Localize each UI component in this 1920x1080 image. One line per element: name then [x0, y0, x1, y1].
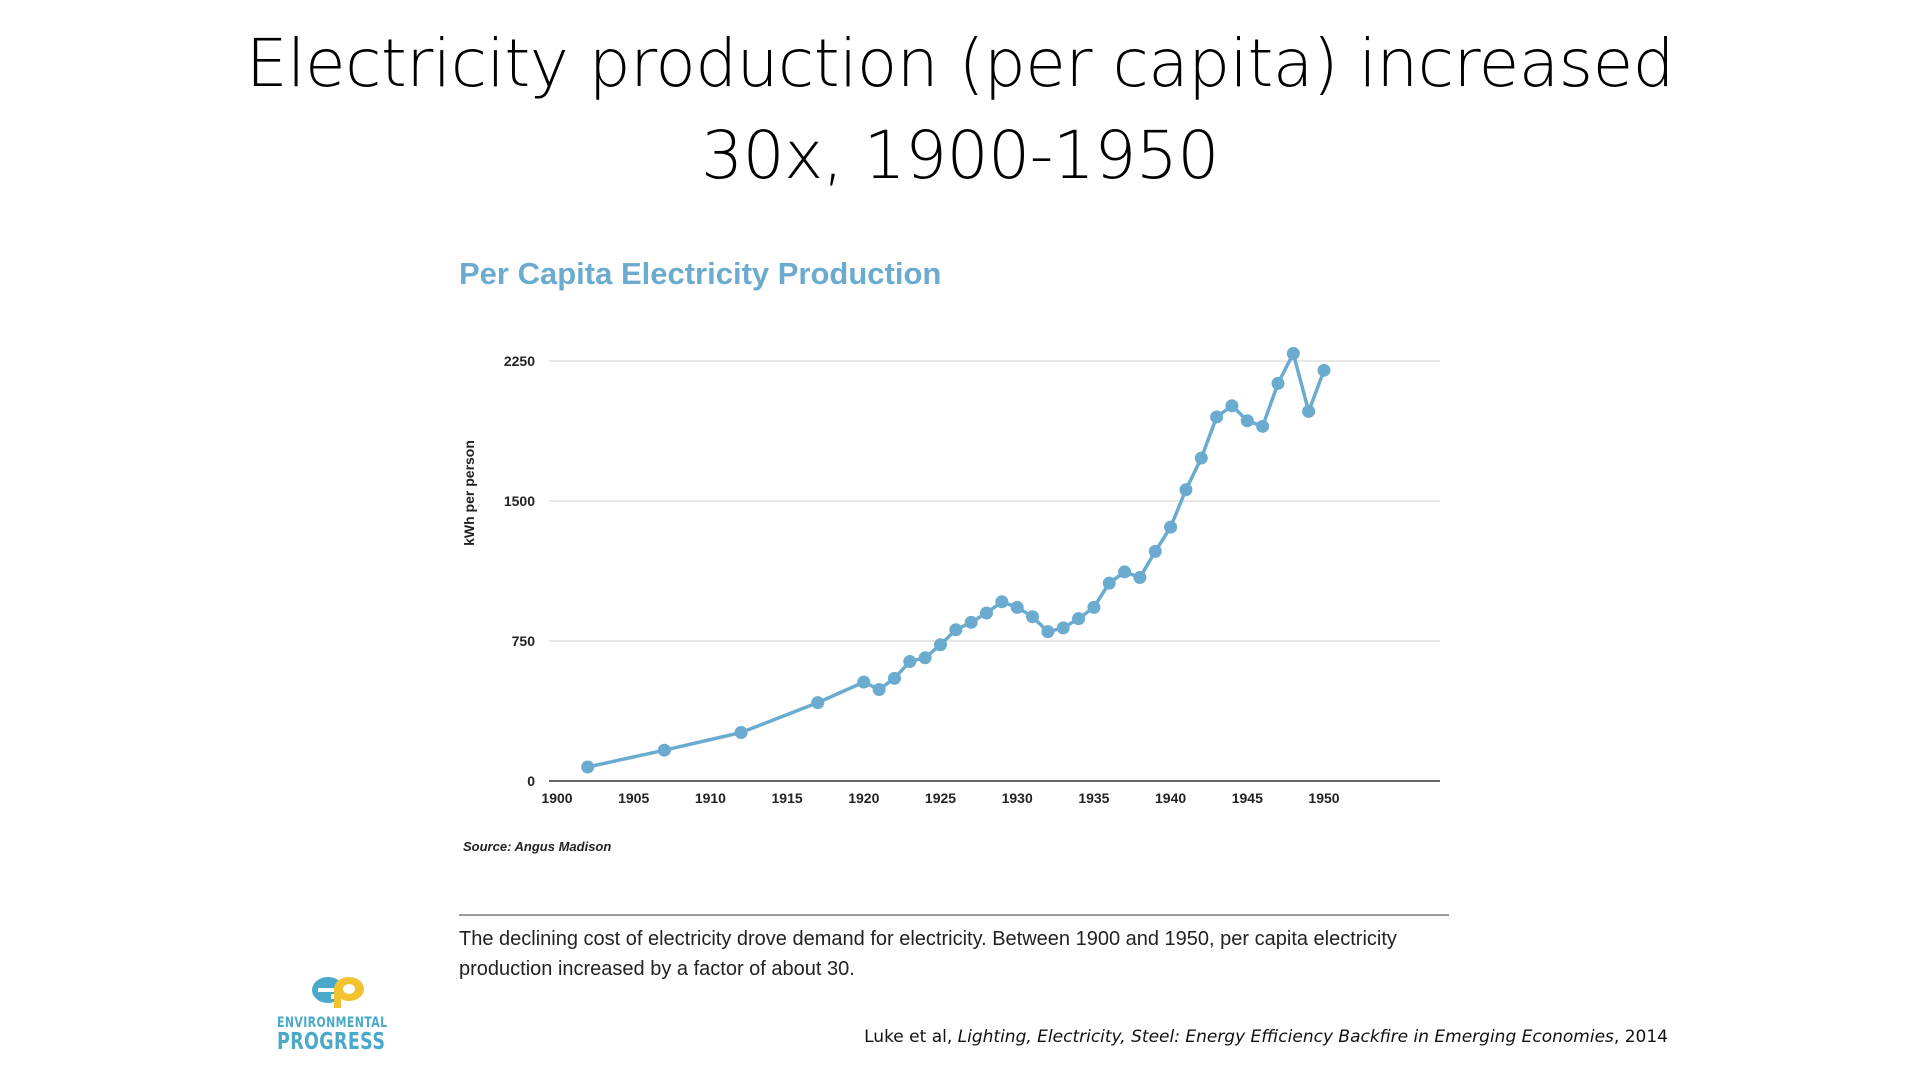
- data-point: [1148, 544, 1162, 558]
- data-point: [1102, 576, 1116, 590]
- data-point: [1194, 451, 1208, 465]
- data-point: [1225, 399, 1239, 413]
- citation-year: , 2014: [1613, 1027, 1668, 1047]
- x-tick-label: 1945: [1232, 790, 1263, 806]
- data-point: [1179, 483, 1193, 497]
- data-point: [887, 671, 901, 685]
- data-point: [657, 743, 671, 757]
- chart-gridlines: [549, 360, 1440, 642]
- data-point: [872, 683, 886, 697]
- slide-title-line1: Electricity production (per capita) incr…: [245, 25, 1675, 102]
- chart-series: [581, 347, 1331, 774]
- data-point: [857, 675, 871, 689]
- chart-caption: The declining cost of electricity drove …: [459, 914, 1449, 984]
- data-point: [1210, 410, 1224, 424]
- data-point: [1256, 419, 1270, 433]
- x-tick-label: 1915: [772, 790, 803, 806]
- data-point: [1041, 625, 1055, 639]
- chart-title: Per Capita Electricity Production: [459, 256, 941, 291]
- data-point: [903, 655, 917, 669]
- data-point: [1072, 612, 1086, 626]
- x-tick-label: 1910: [695, 790, 726, 806]
- logo-text-progress: PROGRESS: [277, 1029, 386, 1055]
- x-tick-label: 1925: [925, 790, 956, 806]
- data-point: [918, 651, 932, 665]
- data-point: [1133, 571, 1147, 585]
- data-point: [1286, 347, 1300, 361]
- data-point: [980, 606, 994, 620]
- x-tick-label: 1920: [848, 790, 879, 806]
- y-axis-label: kWh per person: [461, 440, 477, 546]
- data-point: [811, 696, 825, 710]
- x-tick-label: 1950: [1308, 790, 1339, 806]
- y-tick-label: 750: [512, 633, 536, 649]
- chart-axes: 0 750 1500 2250 1900 1905 1910 1915 1920 1925 1930…: [504, 353, 1440, 806]
- data-point: [995, 595, 1009, 609]
- slide-title: Electricity production (per capita) incr…: [0, 18, 1920, 202]
- data-point: [1164, 520, 1178, 534]
- x-tick-label: 1930: [1002, 790, 1033, 806]
- citation-work: Lighting, Electricity, Steel: Energy Eff…: [957, 1027, 1614, 1047]
- slide-title-line2: 30x, 1900-1950: [701, 117, 1219, 194]
- data-point: [949, 623, 963, 637]
- logo-text-environmental: ENVIRONMENTAL: [277, 1015, 388, 1031]
- data-point: [1302, 404, 1316, 418]
- data-point: [1087, 600, 1101, 614]
- x-tick-label: 1935: [1078, 790, 1109, 806]
- data-point: [734, 725, 748, 739]
- x-tick-label: 1905: [618, 790, 649, 806]
- y-tick-label: 1500: [504, 493, 535, 509]
- x-tick-label: 1900: [541, 790, 572, 806]
- data-point: [964, 615, 978, 629]
- data-point: [1056, 621, 1070, 635]
- y-tick-label: 0: [527, 773, 535, 789]
- ep-logo-icon: [312, 977, 364, 1008]
- data-point: [1240, 414, 1254, 428]
- citation-authors: Luke et al,: [864, 1027, 958, 1047]
- data-point: [1010, 600, 1024, 614]
- data-point: [934, 638, 947, 652]
- data-point: [1026, 610, 1040, 624]
- environmental-progress-logo: ENVIRONMENTAL PROGRESS: [277, 975, 402, 1055]
- data-point: [581, 760, 595, 774]
- x-tick-label: 1940: [1155, 790, 1186, 806]
- data-point: [1271, 376, 1285, 390]
- data-point: [1317, 363, 1331, 377]
- y-tick-label: 2250: [504, 353, 535, 369]
- data-point: [1118, 565, 1132, 579]
- source-note: Source: Angus Madison: [463, 839, 611, 854]
- citation: Luke et al, Lighting, Electricity, Steel…: [864, 1027, 1668, 1047]
